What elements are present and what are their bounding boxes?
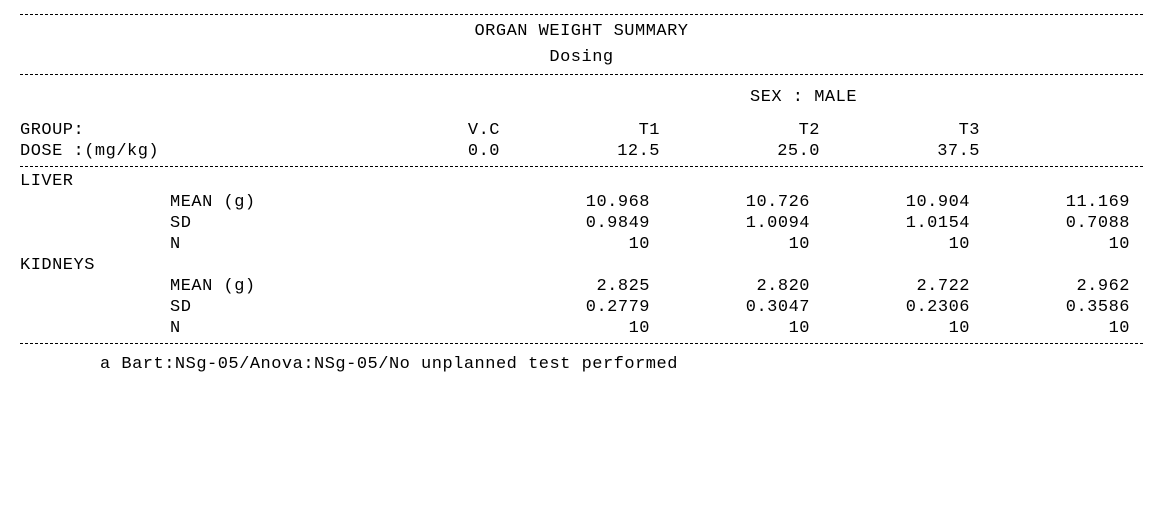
cell: 2.820 [650,276,810,297]
stat-label: SD [20,213,490,234]
rule-after-data [20,343,1143,344]
table-row: SD 0.9849 1.0094 1.0154 0.7088 [20,213,1143,234]
cell: 11.169 [970,192,1130,213]
cell: 10 [650,234,810,255]
cell: 10 [810,234,970,255]
rule-after-title [20,74,1143,75]
cell: 10 [490,234,650,255]
cell: 1.0154 [810,213,970,234]
sex-line: SEX : MALE [20,79,1143,116]
stat-label: N [20,234,490,255]
cell: 0.9849 [490,213,650,234]
group-header-table: GROUP: V.C T1 T2 T3 DOSE :(mg/kg) 0.0 12… [20,120,1143,162]
table-row: N 10 10 10 10 [20,318,1143,339]
organ-name: LIVER [20,171,1143,192]
organ-name: KIDNEYS [20,255,1143,276]
cell: 10 [970,318,1130,339]
dose-label: DOSE :(mg/kg) [20,141,340,162]
table-row: MEAN (g) 2.825 2.820 2.722 2.962 [20,276,1143,297]
cell: 10.968 [490,192,650,213]
organ-data-table: LIVER MEAN (g) 10.968 10.726 10.904 11.1… [20,171,1143,339]
organ-name-row: LIVER [20,171,1143,192]
cell: 2.962 [970,276,1130,297]
group-label: GROUP: [20,120,340,141]
cell: 0.2306 [810,297,970,318]
dose-2: 25.0 [660,141,820,162]
table-row: SD 0.2779 0.3047 0.2306 0.3586 [20,297,1143,318]
cell: 1.0094 [650,213,810,234]
group-0: V.C [340,120,500,141]
footnote: a Bart:NSg-05/Anova:NSg-05/No unplanned … [20,348,1143,382]
cell: 10 [650,318,810,339]
group-2: T2 [660,120,820,141]
dose-row: DOSE :(mg/kg) 0.0 12.5 25.0 37.5 [20,141,1143,162]
cell: 2.722 [810,276,970,297]
cell: 10.726 [650,192,810,213]
table-row: MEAN (g) 10.968 10.726 10.904 11.169 [20,192,1143,213]
table-row: N 10 10 10 10 [20,234,1143,255]
group-row: GROUP: V.C T1 T2 T3 [20,120,1143,141]
dose-1: 12.5 [500,141,660,162]
group-1: T1 [500,120,660,141]
stat-label: MEAN (g) [20,192,490,213]
cell: 10.904 [810,192,970,213]
title-line-1: ORGAN WEIGHT SUMMARY [20,19,1143,45]
cell: 0.2779 [490,297,650,318]
organ-name-row: KIDNEYS [20,255,1143,276]
title-line-2: Dosing [20,45,1143,71]
dose-3: 37.5 [820,141,980,162]
cell: 0.3586 [970,297,1130,318]
stat-label: MEAN (g) [20,276,490,297]
rule-after-header [20,166,1143,167]
cell: 2.825 [490,276,650,297]
cell: 10 [810,318,970,339]
cell: 0.3047 [650,297,810,318]
group-3: T3 [820,120,980,141]
stat-label: SD [20,297,490,318]
cell: 0.7088 [970,213,1130,234]
title-block: ORGAN WEIGHT SUMMARY Dosing [20,19,1143,70]
stat-label: N [20,318,490,339]
cell: 10 [490,318,650,339]
rule-top [20,14,1143,15]
dose-0: 0.0 [340,141,500,162]
cell: 10 [970,234,1130,255]
